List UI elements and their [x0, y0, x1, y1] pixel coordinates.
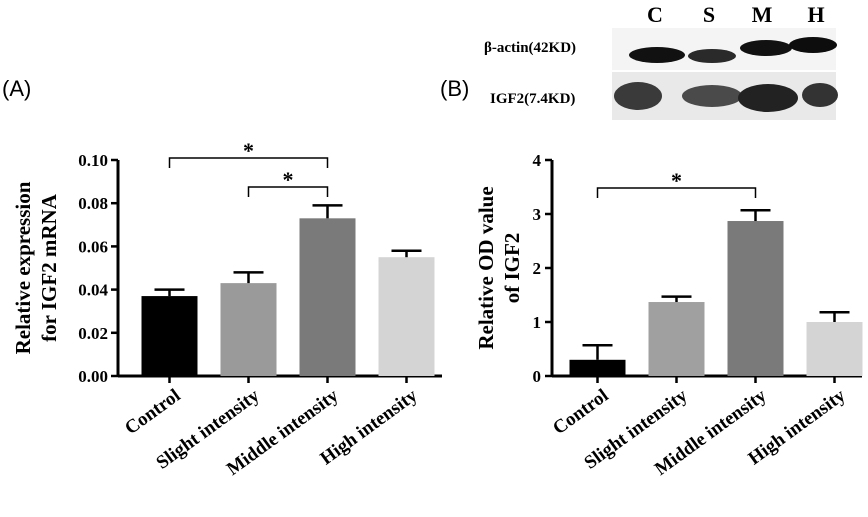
- blot-lane-h: H: [807, 2, 824, 27]
- blot-band: [738, 84, 798, 112]
- panel-a-label: (A): [2, 76, 31, 101]
- blot-row-igf2: IGF2(7.4KD): [490, 91, 575, 107]
- chart-a: 0.00 0.02 0.04 0.06 0.08 0.10 Relative express…: [11, 138, 442, 480]
- y-axis-label: Relative expression: [11, 181, 35, 354]
- y-axis-label: of IGF2: [500, 233, 524, 304]
- x-tick-label: Control: [121, 385, 184, 439]
- blot-band: [789, 37, 837, 53]
- bar: [378, 257, 435, 376]
- panel-b-label: (B): [440, 76, 469, 101]
- significance-star: *: [671, 168, 682, 193]
- blot-lane-c: C: [647, 2, 663, 27]
- y-tick-label: 0.10: [78, 151, 108, 170]
- y-tick-label: 0: [533, 367, 542, 386]
- blot-band: [688, 49, 736, 63]
- blot-band: [682, 85, 742, 107]
- y-tick-label: 2: [533, 259, 542, 278]
- y-tick-label: 0.08: [78, 194, 108, 213]
- blot-band: [802, 83, 838, 107]
- y-axis-label: Relative OD value: [474, 186, 498, 349]
- bar: [569, 359, 626, 376]
- y-tick-label: 0.04: [78, 281, 108, 300]
- blot-band: [740, 40, 792, 56]
- y-axis-label: for IGF2 mRNA: [37, 193, 61, 342]
- blot-row-actin: β-actin(42KD): [484, 40, 576, 56]
- significance-star: *: [283, 167, 294, 192]
- y-tick-label: 0.00: [78, 367, 108, 386]
- bar: [220, 283, 277, 376]
- significance-bracket: [247, 186, 329, 197]
- x-tick-label: Control: [549, 385, 612, 439]
- y-tick-label: 3: [533, 205, 542, 224]
- blot-lane-m: M: [752, 2, 773, 27]
- bar: [141, 296, 198, 376]
- blot-lane-s: S: [703, 2, 715, 27]
- western-blot: C S M H β-actin(42KD) IGF2(7.4KD): [484, 2, 838, 120]
- significance-bracket: [168, 157, 329, 168]
- y-tick-label: 0.06: [78, 237, 108, 256]
- y-tick-label: 1: [533, 313, 542, 332]
- blot-band: [614, 82, 662, 110]
- bar: [648, 302, 705, 376]
- y-tick-label: 0.02: [78, 324, 108, 343]
- significance-bracket: [596, 187, 757, 198]
- blot-band: [629, 47, 685, 63]
- bar: [727, 221, 784, 376]
- bar: [299, 218, 356, 376]
- significance-star: *: [243, 138, 254, 163]
- y-tick-label: 4: [533, 151, 542, 170]
- bar: [806, 322, 863, 376]
